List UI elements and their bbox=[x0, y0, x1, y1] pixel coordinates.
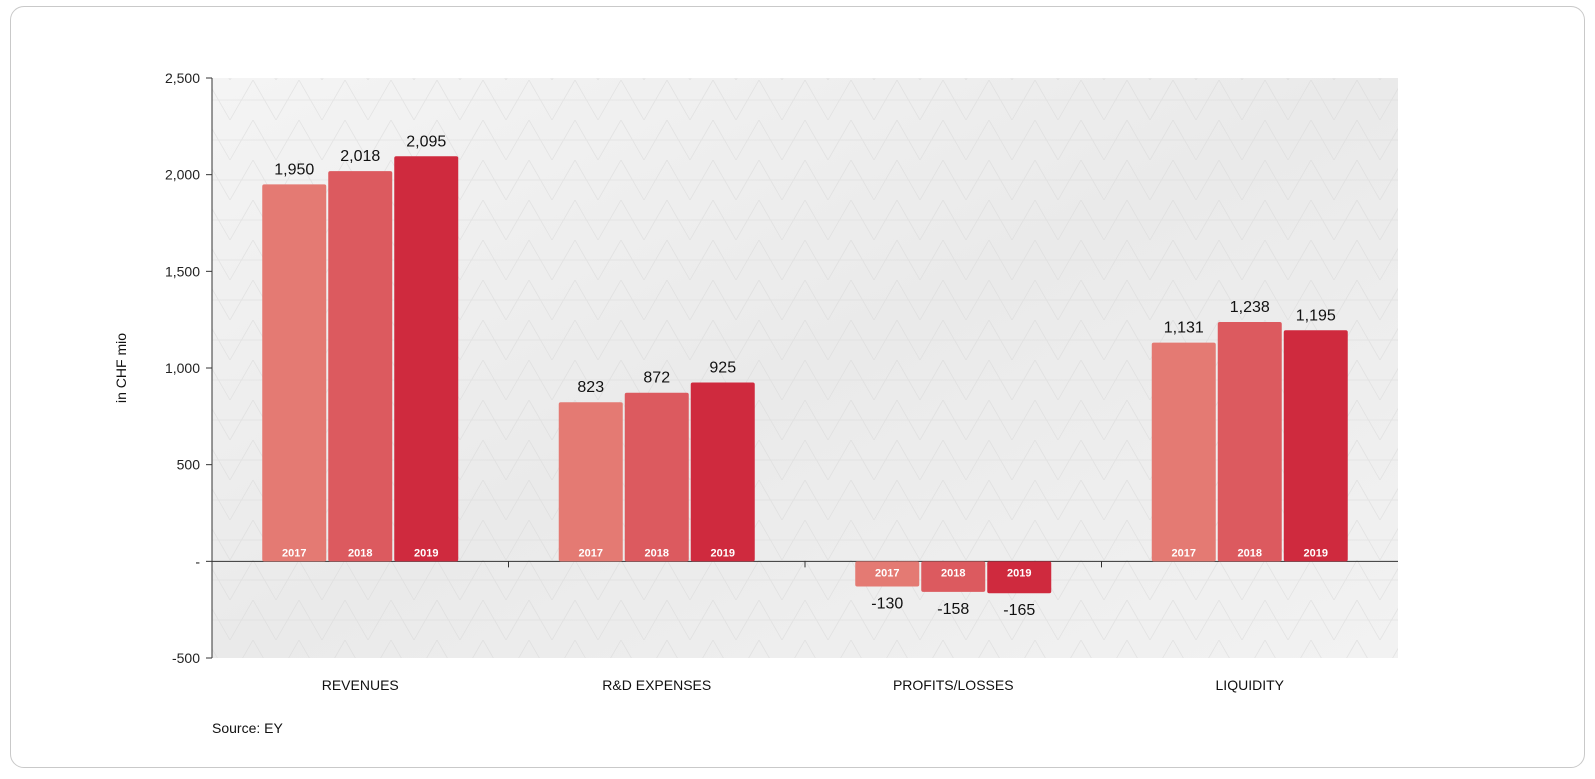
y-tick-label: 2,500 bbox=[165, 70, 200, 86]
bar bbox=[1217, 321, 1282, 562]
bar-year-label: 2017 bbox=[1172, 547, 1196, 559]
data-label: 1,238 bbox=[1230, 299, 1270, 316]
data-label: -130 bbox=[871, 595, 903, 612]
bar bbox=[1283, 330, 1348, 562]
y-tick-label: 2,000 bbox=[165, 167, 200, 183]
bar bbox=[328, 171, 393, 562]
category-label: R&D EXPENSES bbox=[602, 677, 711, 693]
y-axis-label: in CHF mio bbox=[113, 333, 129, 403]
bar bbox=[262, 184, 327, 562]
category-label: REVENUES bbox=[322, 677, 399, 693]
y-tick-label: - bbox=[195, 553, 200, 569]
data-label: 1,950 bbox=[274, 161, 314, 178]
bar bbox=[987, 561, 1052, 594]
bar-year-label: 2018 bbox=[941, 567, 965, 579]
bar bbox=[394, 156, 459, 562]
bar-year-label: 2017 bbox=[282, 547, 306, 559]
data-label: -158 bbox=[937, 601, 969, 618]
bar bbox=[624, 392, 689, 562]
y-tick-label: 1,500 bbox=[165, 263, 200, 279]
y-tick-label: -500 bbox=[172, 650, 200, 666]
bar-year-label: 2019 bbox=[1007, 567, 1031, 579]
data-label: 1,131 bbox=[1164, 320, 1204, 337]
source-note: Source: EY bbox=[212, 720, 283, 736]
bar bbox=[690, 382, 755, 562]
data-label: 872 bbox=[643, 370, 670, 387]
bar-year-label: 2017 bbox=[875, 567, 899, 579]
bar bbox=[1151, 342, 1216, 562]
bar-year-label: 2018 bbox=[645, 547, 669, 559]
bar-year-label: 2019 bbox=[1304, 547, 1328, 559]
category-label: LIQUIDITY bbox=[1216, 677, 1285, 693]
bar bbox=[855, 561, 920, 587]
data-label: 925 bbox=[709, 360, 736, 377]
y-tick-label: 500 bbox=[177, 457, 201, 473]
bar bbox=[558, 402, 623, 562]
bar-year-label: 2019 bbox=[711, 547, 735, 559]
data-label: 823 bbox=[577, 379, 604, 396]
category-label: PROFITS/LOSSES bbox=[893, 677, 1014, 693]
bar-year-label: 2019 bbox=[414, 547, 438, 559]
data-label: -165 bbox=[1003, 602, 1035, 619]
y-tick-label: 1,000 bbox=[165, 360, 200, 376]
bar-year-label: 2017 bbox=[579, 547, 603, 559]
data-label: 1,195 bbox=[1296, 307, 1336, 324]
data-label: 2,018 bbox=[340, 148, 380, 165]
bar bbox=[921, 561, 986, 592]
bar-year-label: 2018 bbox=[348, 547, 372, 559]
data-label: 2,095 bbox=[406, 133, 446, 150]
bar-year-label: 2018 bbox=[1238, 547, 1262, 559]
